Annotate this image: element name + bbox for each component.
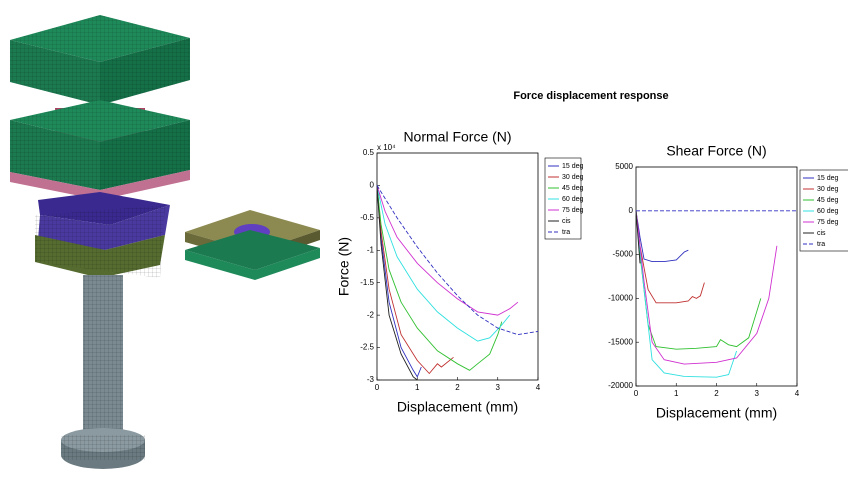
y-tick-label: 5000: [615, 162, 633, 171]
y-tick-label: -1.5: [360, 278, 374, 287]
legend-label: 30 deg: [562, 174, 584, 181]
mesh-model: [10, 15, 320, 469]
legend-label: 75 deg: [562, 207, 584, 214]
charts: Normal Force (N) Displacement (mm) Force (…: [336, 129, 848, 421]
legend-label: cis: [817, 230, 826, 237]
plot-frame: [377, 153, 538, 380]
x-tick-label: 0: [634, 389, 639, 398]
y-tick-label: -3: [367, 375, 375, 384]
y-tick-label: -0.5: [360, 213, 374, 222]
y-tick-label: 0: [629, 206, 634, 215]
legend-label: 75 deg: [817, 219, 839, 226]
figure-title: Force displacement response: [513, 90, 668, 102]
legend-label: 45 deg: [817, 197, 839, 204]
x-tick-label: 2: [714, 389, 719, 398]
y-axis-title: Force (N): [336, 237, 352, 296]
chart-title: Normal Force (N): [403, 129, 511, 145]
legend-label: 15 deg: [817, 175, 839, 182]
x-tick-label: 0: [375, 383, 380, 392]
y-tick-label: -15000: [608, 337, 633, 346]
legend-label: tra: [817, 241, 825, 248]
series-line: [377, 185, 502, 370]
y-tick-label: -10000: [608, 294, 633, 303]
legend-label: 60 deg: [562, 196, 584, 203]
series-line: [636, 211, 777, 364]
legend-label: 30 deg: [817, 186, 839, 193]
y-tick-label: -2: [367, 310, 375, 319]
series-line: [636, 211, 704, 303]
y-tick-label: 0.5: [363, 148, 375, 157]
x-tick-label: 4: [536, 383, 541, 392]
y-tick-label: -1: [367, 245, 375, 254]
x-tick-label: 1: [415, 383, 420, 392]
y-tick-label: -5000: [613, 250, 634, 259]
x-tick-label: 4: [795, 389, 800, 398]
legend-label: 15 deg: [562, 163, 584, 170]
x-axis-title: Displacement (mm): [656, 405, 777, 421]
legend-label: 45 deg: [562, 185, 584, 192]
x-tick-label: 3: [496, 383, 501, 392]
x-axis-title: Displacement (mm): [397, 399, 518, 415]
y-tick-label: -2.5: [360, 343, 374, 352]
chart-title: Shear Force (N): [666, 143, 766, 159]
legend-label: tra: [562, 229, 570, 236]
series-line: [636, 211, 688, 262]
legend-label: cis: [562, 218, 571, 225]
y-multiplier: x 10⁴: [377, 143, 396, 152]
x-tick-label: 3: [755, 389, 760, 398]
x-tick-label: 1: [674, 389, 679, 398]
legend-label: 60 deg: [817, 208, 839, 215]
y-tick-label: 0: [370, 181, 375, 190]
series-line: [377, 185, 538, 334]
series-line: [377, 185, 454, 373]
series-line: [377, 185, 518, 315]
series-line: [636, 211, 761, 349]
figure: Force displacement response Normal Force…: [0, 0, 848, 485]
x-tick-label: 2: [455, 383, 460, 392]
y-tick-label: -20000: [608, 381, 633, 390]
